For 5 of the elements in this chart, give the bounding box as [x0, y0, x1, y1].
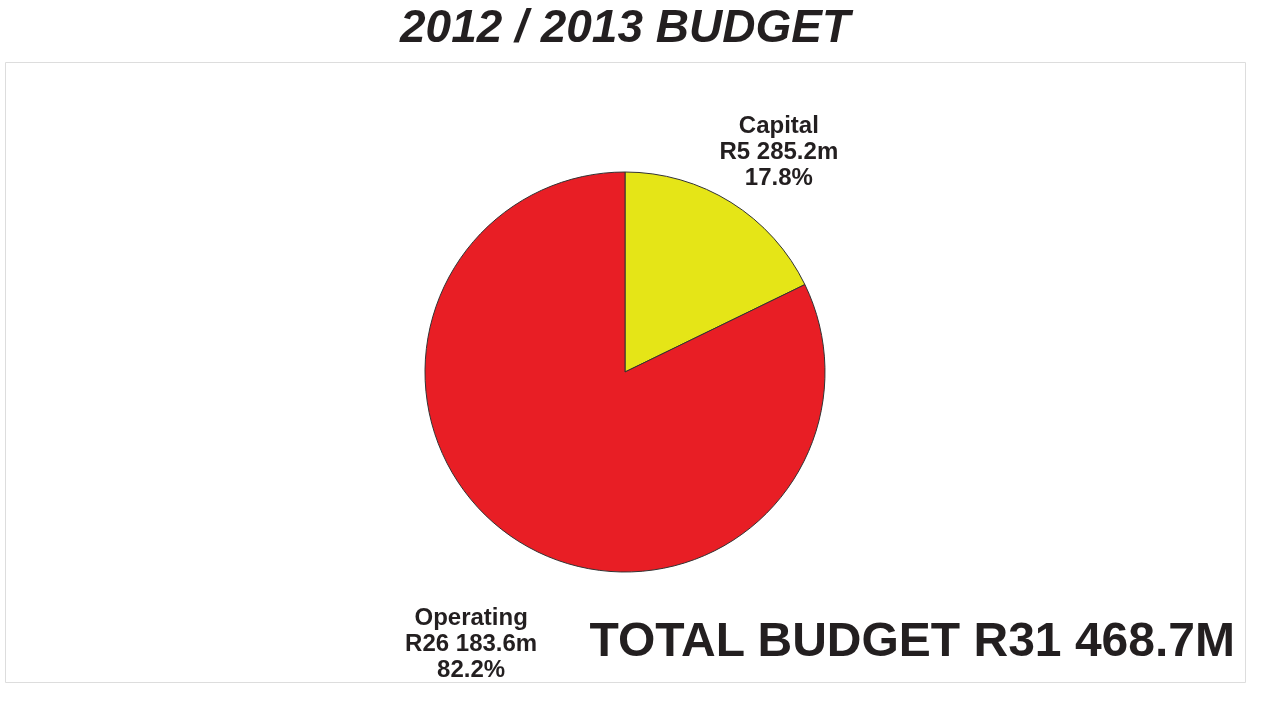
chart-title: 2012 / 2013 BUDGET [398, 0, 854, 52]
text: TOTAL BUDGET R31 468.7M [589, 613, 1235, 666]
slice-label: Operating [414, 602, 528, 630]
data-label: R5 285.2m 17.8% [719, 137, 839, 191]
slice-label: Capital [738, 111, 819, 139]
